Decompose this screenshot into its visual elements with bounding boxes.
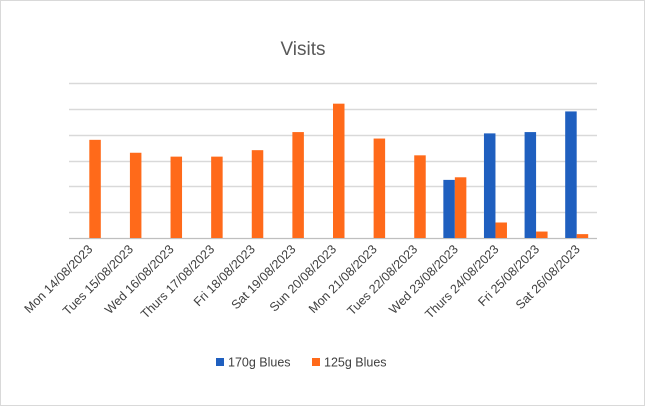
bar-125g-blues-5 [292,132,304,238]
bar-125g-blues-8 [414,155,426,238]
bar-125g-blues-2 [170,156,183,239]
bar-125g-blues-9 [454,177,467,238]
x-tick-label: Wed 16/08/2023 [102,242,177,317]
x-tick-label: Tues 15/08/2023 [60,242,136,318]
legend-label: 125g Blues [324,356,387,370]
bar-170g-blues-10 [483,133,496,239]
bar-125g-blues-12 [576,234,589,239]
x-tick-label: Mon 14/08/2023 [22,242,96,316]
bar-170g-blues-12 [565,111,577,238]
legend-swatch [216,358,224,366]
bar-125g-blues-10 [495,222,507,238]
legend: 170g Blues 125g Blues [216,356,387,370]
bar-170g-blues-11 [524,132,537,238]
x-tick-label: Tues 22/08/2023 [344,242,420,318]
bar-125g-blues-11 [536,231,548,238]
bar-125g-blues-7 [373,138,386,238]
chart-title: Visits [280,39,325,60]
bar-125g-blues-6 [333,103,345,238]
bar-125g-blues-0 [89,139,101,238]
legend-label: 170g Blues [228,356,291,370]
bar-125g-blues-1 [129,152,142,238]
x-tick-label: Wed 23/08/2023 [386,242,461,317]
bar-125g-blues-3 [211,156,223,239]
x-tick-label: Thurs 24/08/2023 [422,242,501,321]
x-tick-label: Thurs 17/08/2023 [138,242,217,321]
bar-170g-blues-9 [443,179,455,239]
legend-swatch [312,358,320,366]
bar-125g-blues-4 [251,150,264,238]
bars [89,103,589,239]
